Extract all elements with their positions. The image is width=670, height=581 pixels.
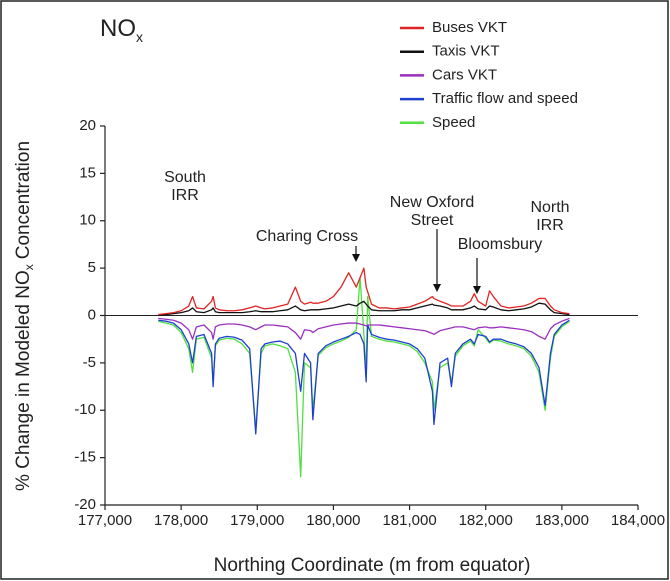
y-tick-label: -5 <box>83 354 96 371</box>
x-tick-label: 181,000 <box>382 512 436 529</box>
arrow-head <box>352 254 360 262</box>
series-line <box>158 317 570 340</box>
x-tick-label: 180,000 <box>306 512 360 529</box>
series-line <box>158 300 570 317</box>
arrow-head <box>433 284 441 292</box>
legend-label: Cars VKT <box>432 66 497 83</box>
x-axis-label: Northing Coordinate (m from equator) <box>214 555 531 576</box>
title-sub: x <box>136 29 143 45</box>
annotation: South <box>164 169 206 186</box>
annotation: Bloomsbury <box>458 236 542 253</box>
y-tick-label: -10 <box>74 401 96 418</box>
x-tick-label: 184,000 <box>611 512 665 529</box>
annotation: IRR <box>536 217 564 234</box>
legend-label: Speed <box>432 114 475 131</box>
series-line <box>158 319 570 435</box>
legend-label: Traffic flow and speed <box>432 90 578 107</box>
y-tick-label: 20 <box>79 117 96 134</box>
arrow-head <box>473 286 481 294</box>
x-tick-label: 177,000 <box>78 512 132 529</box>
annotation: Street <box>411 212 454 229</box>
series-line <box>158 276 570 478</box>
x-tick-label: 183,000 <box>535 512 589 529</box>
y-axis-label: % Change in Modeled NOx Concentration <box>13 141 36 491</box>
y-tick-label: 10 <box>79 212 96 229</box>
y-label-sub: x <box>22 264 36 270</box>
y-tick-label: 15 <box>79 164 96 181</box>
y-tick-label: -15 <box>74 449 96 466</box>
y-tick-label: 5 <box>88 259 96 276</box>
legend-label: Taxis VKT <box>432 43 500 60</box>
chart-title: NOx <box>100 15 143 44</box>
annotation: Charing Cross <box>256 228 358 245</box>
y-tick-label: 0 <box>88 306 96 323</box>
y-label-before: % Change in Modeled NO <box>13 270 34 491</box>
title-text: NO <box>100 15 136 42</box>
x-tick-label: 182,000 <box>459 512 513 529</box>
y-label-after: Concentration <box>13 141 34 259</box>
series-line <box>158 267 570 316</box>
legend-label: Buses VKT <box>432 19 507 36</box>
annotation: IRR <box>171 187 199 204</box>
annotation: North <box>530 199 569 216</box>
y-tick-label: -20 <box>74 496 96 513</box>
x-tick-label: 178,000 <box>154 512 208 529</box>
x-tick-label: 179,000 <box>230 512 284 529</box>
annotation: New Oxford <box>390 194 474 211</box>
